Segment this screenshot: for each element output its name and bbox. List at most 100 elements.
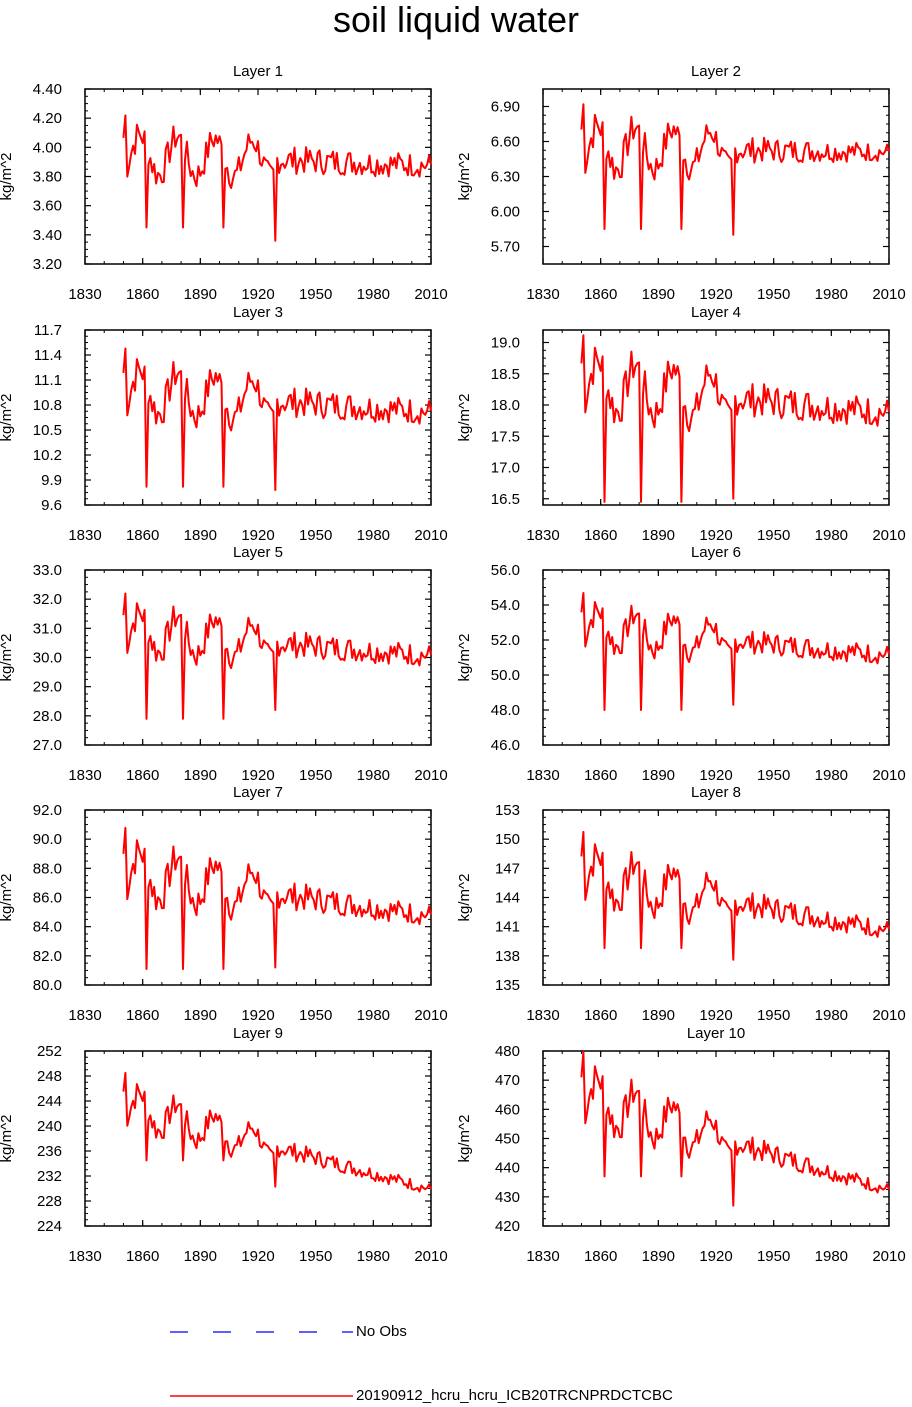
y-axis-label: kg/m^2 xyxy=(456,153,473,201)
x-tick-label: 2010 xyxy=(872,1007,905,1024)
y-tick-label: 4.00 xyxy=(33,139,62,156)
y-tick-label: 10.2 xyxy=(33,447,62,464)
y-tick-label: 16.5 xyxy=(491,491,520,508)
x-tick-label: 1890 xyxy=(642,286,675,303)
x-tick-label: 1860 xyxy=(584,1248,617,1265)
x-tick-label: 1920 xyxy=(699,286,732,303)
x-tick-label: 1890 xyxy=(642,527,675,544)
x-tick-label: 1830 xyxy=(526,286,559,303)
y-axis-label: kg/m^2 xyxy=(0,874,15,922)
y-tick-label: 6.90 xyxy=(491,99,520,116)
y-tick-label: 6.30 xyxy=(491,169,520,186)
x-tick-label: 1950 xyxy=(757,1007,790,1024)
x-tick-label: 1830 xyxy=(526,527,559,544)
x-tick-label: 1920 xyxy=(699,1248,732,1265)
series-line xyxy=(580,334,890,503)
x-tick-label: 1830 xyxy=(68,1248,101,1265)
plot-frame xyxy=(84,1050,432,1227)
y-tick-label: 252 xyxy=(37,1043,62,1060)
y-tick-label: 228 xyxy=(37,1193,62,1210)
y-tick-label: 3.60 xyxy=(33,198,62,215)
panel-title: Layer 8 xyxy=(691,784,741,801)
x-tick-label: 1890 xyxy=(184,527,217,544)
series-line xyxy=(580,103,890,236)
x-tick-label: 1890 xyxy=(184,1007,217,1024)
x-tick-label: 1920 xyxy=(699,527,732,544)
y-tick-label: 4.40 xyxy=(33,81,62,98)
x-tick-label: 1830 xyxy=(526,1007,559,1024)
x-tick-label: 1920 xyxy=(241,1007,274,1024)
y-tick-label: 33.0 xyxy=(33,562,62,579)
y-tick-label: 10.5 xyxy=(33,422,62,439)
x-tick-label: 2010 xyxy=(872,286,905,303)
y-tick-label: 56.0 xyxy=(491,562,520,579)
panel-layer-2: 1830 1860 1890 1920 1950 1980 2010 5.70 6.00 6.30… xyxy=(456,63,906,303)
y-tick-label: 3.80 xyxy=(33,169,62,186)
x-tick-label: 1980 xyxy=(815,767,848,784)
y-tick-label: 11.7 xyxy=(34,322,62,339)
y-tick-label: 48.0 xyxy=(491,702,520,719)
panel-title: Layer 3 xyxy=(233,304,283,321)
y-tick-label: 144 xyxy=(495,890,520,907)
y-tick-label: 3.20 xyxy=(33,256,62,273)
x-tick-label: 1890 xyxy=(642,1007,675,1024)
x-tick-label: 1980 xyxy=(357,767,390,784)
x-tick-label: 1860 xyxy=(584,286,617,303)
y-tick-label: 9.6 xyxy=(41,497,62,514)
x-tick-label: 1950 xyxy=(299,767,332,784)
series-line xyxy=(122,826,432,970)
x-tick-label: 1860 xyxy=(126,286,159,303)
x-tick-label: 1860 xyxy=(584,1007,617,1024)
panel-title: Layer 7 xyxy=(233,784,283,801)
x-tick-label: 2010 xyxy=(414,286,447,303)
panel-layer-8: 1830 1860 1890 1920 1950 1980 2010 135 138 141 144… xyxy=(456,784,906,1024)
y-tick-label: 17.0 xyxy=(491,460,520,477)
x-tick-label: 1980 xyxy=(815,286,848,303)
y-tick-label: 90.0 xyxy=(33,831,62,848)
x-tick-label: 1830 xyxy=(68,1007,101,1024)
x-tick-label: 2010 xyxy=(414,527,447,544)
y-tick-label: 440 xyxy=(495,1160,520,1177)
y-tick-label: 480 xyxy=(495,1043,520,1060)
x-tick-label: 1980 xyxy=(357,527,390,544)
y-tick-label: 84.0 xyxy=(33,919,62,936)
x-tick-label: 1950 xyxy=(299,1248,332,1265)
series-line xyxy=(122,592,432,720)
y-tick-label: 470 xyxy=(495,1072,520,1089)
y-tick-label: 52.0 xyxy=(491,632,520,649)
panel-title: Layer 1 xyxy=(233,63,283,80)
y-tick-label: 80.0 xyxy=(33,977,62,994)
x-tick-label: 1920 xyxy=(241,1248,274,1265)
y-tick-label: 6.60 xyxy=(491,134,520,151)
x-tick-label: 1980 xyxy=(815,1248,848,1265)
x-tick-label: 1950 xyxy=(757,286,790,303)
y-tick-label: 17.5 xyxy=(491,428,520,445)
x-tick-label: 1950 xyxy=(299,1007,332,1024)
y-tick-label: 54.0 xyxy=(491,597,520,614)
x-tick-label: 1920 xyxy=(241,527,274,544)
x-tick-label: 1980 xyxy=(815,1007,848,1024)
x-tick-label: 1980 xyxy=(357,286,390,303)
series-line xyxy=(580,830,890,961)
panel-layer-7: 1830 1860 1890 1920 1950 1980 2010 80.0 82.0 84.0… xyxy=(0,784,448,1024)
series-line xyxy=(580,592,890,711)
y-tick-label: 92.0 xyxy=(33,802,62,819)
x-tick-label: 2010 xyxy=(414,1007,447,1024)
x-tick-label: 1890 xyxy=(184,286,217,303)
y-axis-label: kg/m^2 xyxy=(0,394,15,442)
x-tick-label: 1860 xyxy=(126,1007,159,1024)
y-tick-label: 420 xyxy=(495,1218,520,1235)
x-tick-label: 1890 xyxy=(184,767,217,784)
plot-frame xyxy=(542,809,890,986)
y-tick-label: 138 xyxy=(495,948,520,965)
x-tick-label: 1980 xyxy=(357,1248,390,1265)
y-tick-label: 248 xyxy=(37,1068,62,1085)
x-tick-label: 2010 xyxy=(414,1248,447,1265)
x-tick-label: 1860 xyxy=(126,1248,159,1265)
series-line xyxy=(122,347,432,491)
y-axis-label: kg/m^2 xyxy=(0,634,15,682)
panel-layer-9: 1830 1860 1890 1920 1950 1980 2010 224 228 232 236… xyxy=(0,1025,448,1265)
x-tick-label: 1830 xyxy=(68,286,101,303)
y-tick-label: 150 xyxy=(495,831,520,848)
y-tick-label: 240 xyxy=(37,1118,62,1135)
